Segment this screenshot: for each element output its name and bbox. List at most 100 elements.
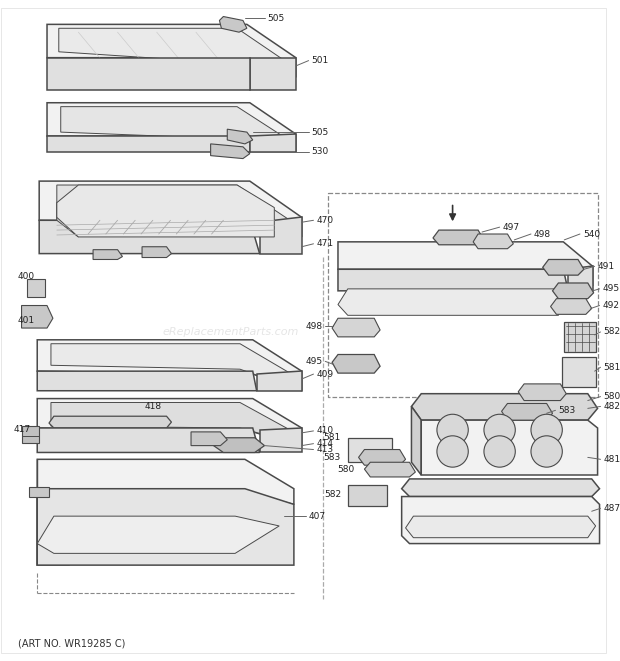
Circle shape: [484, 414, 515, 446]
Polygon shape: [338, 242, 593, 286]
Polygon shape: [191, 432, 228, 446]
Text: 482: 482: [603, 402, 620, 411]
Text: 505: 505: [267, 14, 285, 23]
Text: 418: 418: [145, 402, 162, 411]
Text: 471: 471: [316, 239, 334, 249]
Polygon shape: [338, 269, 568, 291]
Polygon shape: [1, 8, 606, 653]
Text: 530: 530: [311, 147, 329, 156]
Polygon shape: [37, 488, 294, 565]
Polygon shape: [260, 217, 302, 254]
Text: 491: 491: [598, 262, 614, 271]
Polygon shape: [57, 185, 274, 237]
Text: 581: 581: [324, 433, 341, 442]
Text: 583: 583: [324, 453, 341, 462]
Polygon shape: [365, 462, 415, 477]
Polygon shape: [22, 426, 39, 443]
Polygon shape: [37, 428, 260, 453]
Polygon shape: [260, 428, 302, 453]
Circle shape: [484, 436, 515, 467]
Text: 580: 580: [603, 392, 620, 401]
Text: 505: 505: [311, 128, 329, 137]
Text: 417: 417: [14, 426, 31, 434]
Text: 401: 401: [17, 316, 35, 325]
Polygon shape: [502, 403, 552, 420]
Polygon shape: [421, 420, 598, 475]
Polygon shape: [402, 479, 600, 496]
Text: 400: 400: [17, 272, 35, 281]
Polygon shape: [348, 438, 392, 462]
Text: (ART NO. WR19285 C): (ART NO. WR19285 C): [17, 639, 125, 648]
Polygon shape: [39, 220, 260, 254]
Text: 495: 495: [603, 284, 619, 293]
Polygon shape: [228, 129, 253, 144]
Polygon shape: [37, 371, 257, 391]
Polygon shape: [338, 289, 564, 315]
Text: 582: 582: [324, 490, 341, 499]
Polygon shape: [219, 17, 247, 32]
Text: 501: 501: [311, 56, 329, 65]
Text: 409: 409: [316, 369, 334, 379]
Polygon shape: [51, 403, 290, 442]
Polygon shape: [211, 144, 250, 159]
Polygon shape: [47, 24, 296, 77]
Polygon shape: [37, 399, 302, 446]
Polygon shape: [358, 449, 405, 465]
Polygon shape: [332, 354, 380, 373]
Text: 495: 495: [305, 357, 322, 366]
Text: 410: 410: [316, 426, 334, 436]
Polygon shape: [57, 185, 290, 234]
Polygon shape: [51, 344, 290, 387]
Circle shape: [531, 414, 562, 446]
Polygon shape: [257, 371, 302, 391]
Polygon shape: [61, 106, 284, 149]
Polygon shape: [433, 230, 484, 245]
Polygon shape: [37, 340, 302, 391]
Text: 470: 470: [316, 215, 334, 225]
Polygon shape: [551, 299, 591, 315]
Polygon shape: [47, 102, 296, 152]
Polygon shape: [412, 394, 598, 420]
Text: 581: 581: [603, 363, 620, 371]
Text: 497: 497: [503, 223, 520, 231]
Polygon shape: [39, 181, 302, 237]
Text: 414: 414: [316, 439, 334, 448]
Text: eReplacementParts.com: eReplacementParts.com: [162, 327, 298, 337]
Text: 580: 580: [337, 465, 355, 474]
Polygon shape: [47, 136, 250, 152]
Polygon shape: [37, 459, 294, 504]
Text: 481: 481: [603, 455, 620, 464]
Text: 583: 583: [559, 406, 575, 415]
Polygon shape: [47, 58, 250, 90]
Polygon shape: [518, 384, 566, 401]
Polygon shape: [562, 358, 596, 387]
Text: 413: 413: [316, 445, 334, 454]
Text: 492: 492: [603, 301, 619, 310]
Polygon shape: [57, 203, 78, 237]
Text: 487: 487: [603, 504, 620, 513]
Text: 498: 498: [305, 322, 322, 330]
Polygon shape: [332, 318, 380, 337]
Polygon shape: [348, 485, 387, 506]
Polygon shape: [27, 279, 45, 297]
Polygon shape: [37, 488, 69, 565]
Polygon shape: [250, 58, 296, 90]
Polygon shape: [213, 438, 265, 453]
Text: 582: 582: [603, 327, 620, 336]
Polygon shape: [22, 305, 53, 328]
Polygon shape: [405, 516, 596, 537]
Polygon shape: [49, 416, 172, 428]
Polygon shape: [542, 260, 584, 275]
Text: 407: 407: [309, 512, 326, 521]
Polygon shape: [552, 283, 594, 299]
Text: 498: 498: [534, 229, 551, 239]
Polygon shape: [37, 516, 279, 553]
Polygon shape: [412, 407, 421, 475]
Polygon shape: [142, 247, 172, 258]
Polygon shape: [402, 496, 600, 543]
Polygon shape: [564, 322, 596, 352]
Polygon shape: [250, 134, 296, 152]
Circle shape: [437, 414, 468, 446]
Circle shape: [437, 436, 468, 467]
Circle shape: [531, 436, 562, 467]
